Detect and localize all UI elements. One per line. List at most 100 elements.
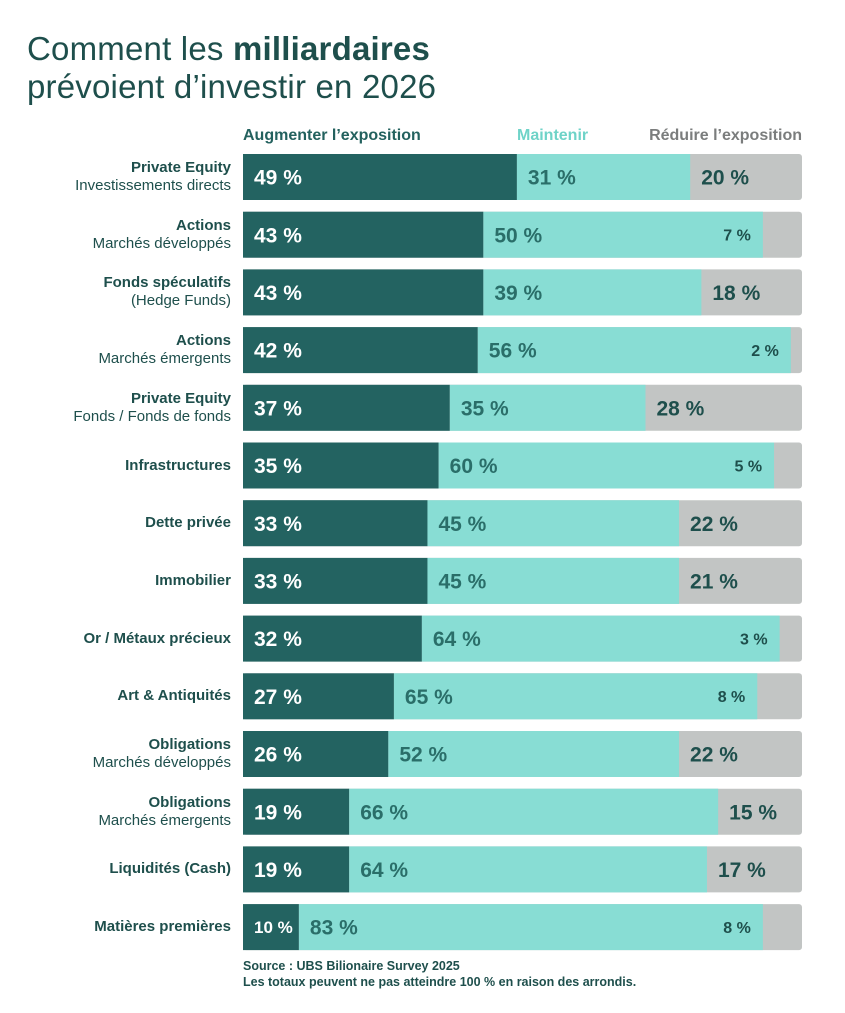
row-label-main: Infrastructures: [125, 456, 231, 474]
title-bold: milliardaires: [232, 30, 431, 67]
bar-increase: [243, 269, 484, 316]
value-label-increase: 33 %: [254, 513, 302, 536]
bar-increase: [243, 500, 428, 547]
title-plain: Comment les: [27, 30, 233, 67]
row-label-sub: Fonds / Fonds de fonds: [73, 407, 231, 425]
row-label: Or / Métaux précieux: [1, 630, 231, 648]
bar-row: 27 % 65 % 8 %: [243, 673, 802, 720]
row-label-main: Private Equity: [130, 389, 231, 407]
value-label-maintain: 64 %: [360, 859, 408, 882]
legend-reduce: Réduire l’exposition: [649, 127, 802, 144]
bar-row: 26 % 52 % 22 %: [243, 731, 802, 777]
value-label-maintain: 45 %: [438, 513, 486, 536]
source-line-1: Source : UBS Bilionaire Survey 2025: [243, 959, 460, 973]
row-label-main: Art & Antiquités: [117, 687, 231, 705]
row-label: Infrastructures: [1, 457, 231, 475]
row-label: Obligations Marchés développés: [1, 736, 231, 772]
row-label: Actions Marchés émergents: [1, 332, 231, 368]
bar-increase: [243, 557, 428, 604]
value-label-maintain: 31 %: [528, 167, 576, 190]
row-label: Obligations Marchés émergents: [1, 794, 231, 830]
bar-increase: [243, 327, 478, 374]
row-label: Private Equity Investissements directs: [1, 159, 231, 195]
bar-increase: [243, 731, 389, 777]
value-label-maintain: 45 %: [438, 570, 486, 593]
bar-maintain: [483, 211, 763, 258]
bar-increase: [243, 154, 517, 200]
row-label-main: Dette privée: [145, 514, 231, 532]
row-label: Art & Antiquités: [1, 687, 231, 705]
value-label-increase: 19 %: [254, 859, 302, 882]
bar-row: 35 % 60 % 5 %: [243, 442, 802, 489]
bar-row: 49 % 31 % 20 %: [243, 154, 802, 200]
bar-row: 42 % 56 % 2 %: [243, 327, 802, 374]
row-label-main: Or / Métaux précieux: [83, 629, 231, 647]
bar-row: 33 % 45 % 22 %: [243, 500, 802, 547]
row-label: Actions Marchés développés: [1, 217, 231, 253]
value-label-increase: 43 %: [254, 282, 302, 305]
bar-increase: [243, 788, 350, 835]
value-label-reduce: 15 %: [729, 801, 777, 824]
value-label-maintain: 83 %: [310, 917, 358, 940]
value-label-reduce: 8 %: [723, 920, 751, 937]
row-label-main: Actions: [175, 216, 231, 234]
bar-increase: [243, 846, 350, 893]
bar-row: 19 % 66 % 15 %: [243, 788, 802, 835]
bar-maintain: [388, 731, 680, 777]
bar-increase: [243, 615, 422, 662]
value-label-increase: 33 %: [254, 570, 302, 593]
row-label-main: Obligations: [148, 793, 232, 811]
row-label-main: Fonds spéculatifs: [103, 274, 231, 292]
value-label-increase: 42 %: [254, 340, 302, 363]
value-label-increase: 10 %: [254, 918, 293, 937]
bar-maintain: [427, 500, 680, 547]
value-label-maintain: 50 %: [494, 224, 542, 247]
value-label-reduce: 21 %: [690, 570, 738, 593]
bar-maintain: [449, 384, 646, 431]
bar-maintain: [477, 327, 791, 374]
value-label-reduce: 17 %: [718, 859, 766, 882]
source-note: Source : UBS Bilionaire Survey 2025 Les …: [243, 958, 636, 990]
bar-increase: [243, 442, 439, 489]
row-label-sub: Investissements directs: [75, 177, 231, 194]
value-label-increase: 32 %: [254, 628, 302, 651]
value-label-reduce: 5 %: [734, 458, 762, 475]
bar-maintain: [349, 846, 707, 893]
bar-maintain: [427, 557, 680, 604]
value-label-maintain: 64 %: [433, 628, 481, 651]
row-label-main: Obligations: [148, 736, 232, 753]
bar-maintain: [393, 673, 758, 720]
row-label-main: Liquidités (Cash): [109, 860, 231, 878]
value-label-increase: 49 %: [254, 167, 302, 190]
value-label-increase: 43 %: [254, 224, 302, 247]
value-label-maintain: 60 %: [450, 455, 498, 478]
row-label-sub: Marchés émergents: [98, 811, 231, 829]
value-label-maintain: 65 %: [405, 686, 453, 709]
value-label-maintain: 35 %: [461, 397, 509, 420]
row-label-sub: (Hedge Funds): [130, 292, 231, 310]
value-label-reduce: 20 %: [701, 167, 749, 190]
bar-row: 37 % 35 % 28 %: [243, 384, 802, 431]
bar-maintain: [438, 442, 775, 489]
chart-title: Comment les milliardaires prévoient d’in…: [27, 30, 436, 106]
value-label-reduce: 7 %: [723, 227, 751, 244]
bar-maintain: [349, 788, 719, 835]
legend-increase: Augmenter l’exposition: [243, 127, 421, 144]
value-label-maintain: 66 %: [360, 801, 408, 824]
legend-maintain: Maintenir: [517, 127, 589, 144]
bar-row: 19 % 64 % 17 %: [243, 846, 802, 893]
value-label-maintain: 52 %: [399, 744, 447, 767]
bar-maintain: [483, 269, 702, 316]
value-label-reduce: 22 %: [690, 744, 738, 767]
row-label-sub: Marchés émergents: [98, 350, 231, 368]
value-label-increase: 19 %: [254, 801, 302, 824]
value-label-reduce: 22 %: [690, 513, 738, 536]
bar-row: 32 % 64 % 3 %: [243, 615, 802, 662]
bar-increase: [243, 904, 299, 951]
row-label-main: Private Equity: [130, 159, 231, 176]
bar-increase: [243, 211, 484, 258]
value-label-reduce: 28 %: [656, 397, 704, 420]
source-line-2: Les totaux peuvent ne pas atteindre 100 …: [243, 975, 637, 989]
value-label-maintain: 56 %: [489, 340, 537, 363]
